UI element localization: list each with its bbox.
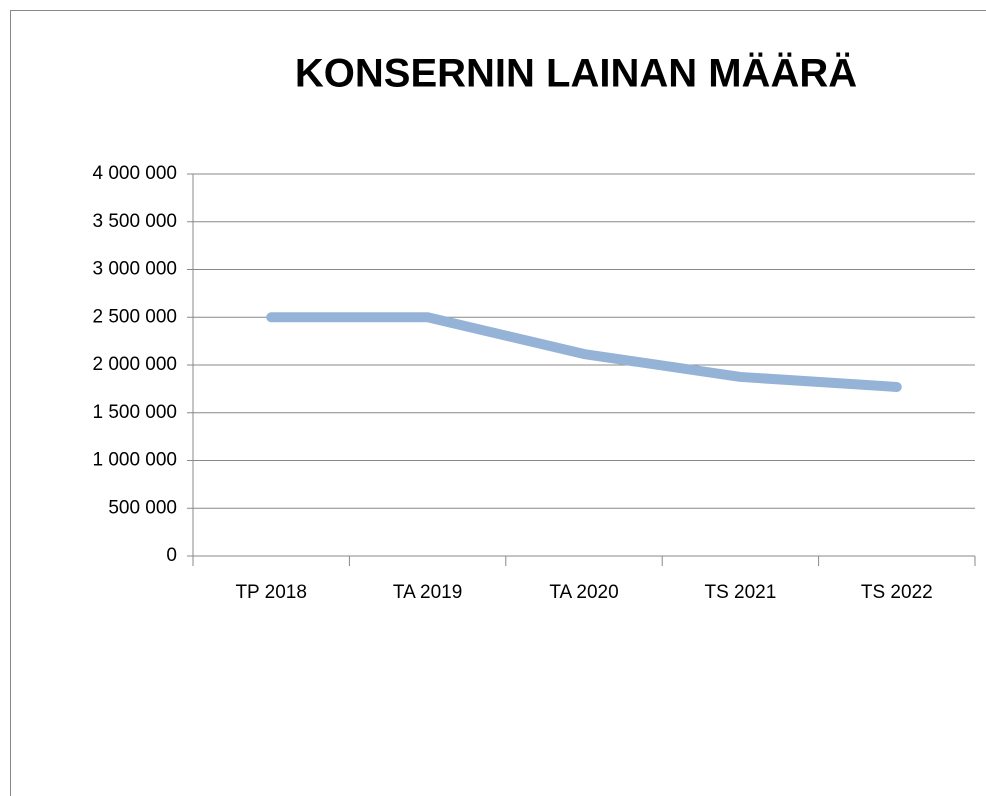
x-tick-label: TS 2022 xyxy=(861,582,933,603)
y-tick-label: 500 000 xyxy=(108,497,177,518)
y-tick-label: 3 500 000 xyxy=(92,211,177,232)
x-tick-label: TP 2018 xyxy=(235,582,306,603)
x-tick-label: TA 2019 xyxy=(393,582,462,603)
y-tick-label: 1 000 000 xyxy=(92,450,177,471)
x-tick-label: TS 2021 xyxy=(704,582,776,603)
y-tick-label: 1 500 000 xyxy=(92,402,177,423)
chart-border xyxy=(10,10,986,796)
y-tick-label: 2 500 000 xyxy=(92,306,177,327)
y-tick-label: 4 000 000 xyxy=(92,163,177,184)
line-series xyxy=(266,312,902,392)
x-tick-label: TA 2020 xyxy=(549,582,618,603)
y-tick-label: 0 xyxy=(166,545,177,566)
y-tick-label: 2 000 000 xyxy=(92,354,177,375)
y-tick-label: 3 000 000 xyxy=(92,259,177,280)
chart-title: KONSERNIN LAINAN MÄÄRÄ xyxy=(295,52,857,96)
